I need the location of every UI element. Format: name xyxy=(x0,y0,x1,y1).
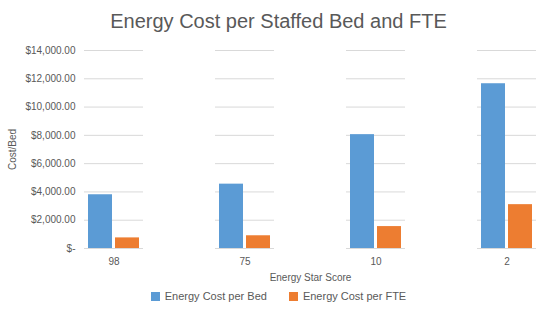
svg-text:$12,000.00: $12,000.00 xyxy=(25,73,75,84)
svg-text:$14,000.00: $14,000.00 xyxy=(25,45,75,56)
svg-text:$8,000.00: $8,000.00 xyxy=(31,130,76,141)
html-text:Energy Cost per FTE: Energy Cost per FTE xyxy=(302,290,407,302)
html-text:Energy Cost per Staffed Bed an: Energy Cost per Staffed Bed and FTE xyxy=(110,10,447,32)
svg-text:$10,000.00: $10,000.00 xyxy=(25,101,75,112)
svg-text:$6,000.00: $6,000.00 xyxy=(31,158,76,169)
svg-text:10: 10 xyxy=(370,256,382,267)
svg-text:98: 98 xyxy=(108,256,120,267)
svg-text:75: 75 xyxy=(239,256,251,267)
svg-text:Energy Star Score: Energy Star Score xyxy=(270,272,352,283)
html-text:Energy Cost per Bed: Energy Cost per Bed xyxy=(164,290,267,302)
svg-text:$4,000.00: $4,000.00 xyxy=(31,186,76,197)
svg-text:Cost/Bed: Cost/Bed xyxy=(7,129,18,170)
svg-text:$-: $- xyxy=(67,243,76,254)
svg-text:2: 2 xyxy=(504,256,510,267)
svg-text:$2,000.00: $2,000.00 xyxy=(31,214,76,225)
